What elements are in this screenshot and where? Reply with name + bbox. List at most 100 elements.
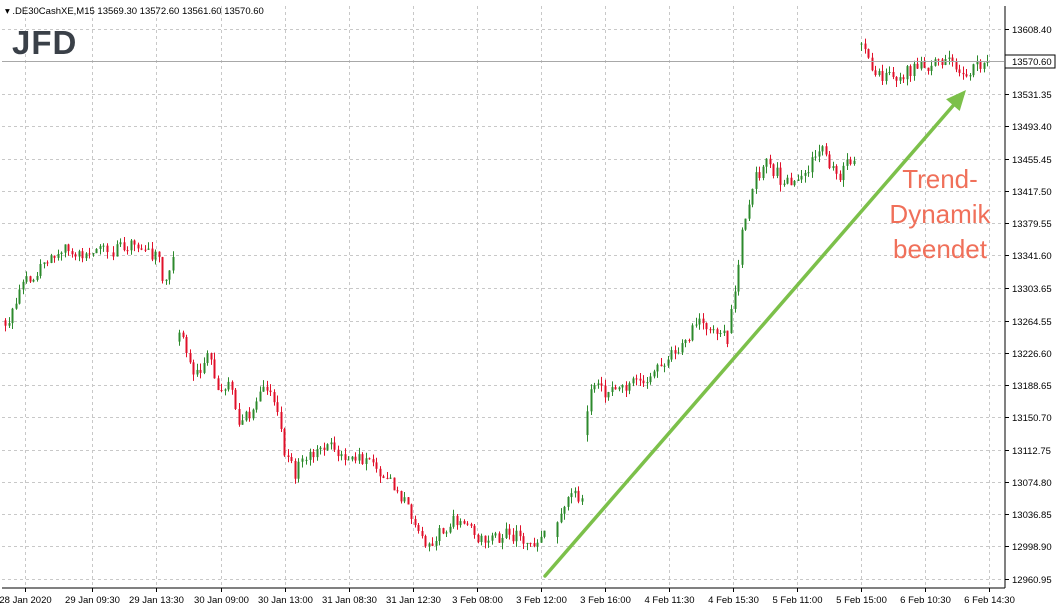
candle-body-up (241, 420, 244, 425)
x-tick-label: 3 Feb 12:00 (516, 595, 567, 606)
candle-body-up (316, 449, 319, 458)
candle-body-down (192, 362, 195, 375)
candle-body-up (618, 387, 621, 390)
candle-body-down (965, 74, 968, 77)
candle-body-down (874, 70, 877, 76)
candle-body-up (930, 65, 933, 71)
candle-body-up (459, 521, 462, 526)
candle-body-up (172, 256, 175, 271)
candle-body-up (811, 157, 814, 173)
y-tick-label: 13226.60 (1012, 349, 1052, 360)
candle-body-up (698, 318, 701, 325)
y-tick-label: 13417.50 (1012, 187, 1052, 198)
candle-body-down (927, 67, 930, 71)
candle-body-down (386, 477, 389, 479)
candle-body-down (407, 497, 410, 505)
current-price-line: 13570.60 (2, 54, 1056, 69)
candle-body-up (744, 218, 747, 230)
candle-body-up (64, 244, 67, 253)
candle-body-up (445, 532, 448, 534)
candle-body-up (748, 204, 751, 219)
x-tick-label: 31 Jan 08:30 (322, 595, 377, 606)
x-tick-label: 28 Jan 2020 (0, 595, 52, 606)
candle-body-up (147, 248, 150, 250)
candle-body-down (923, 61, 926, 68)
candle-body-down (368, 458, 371, 460)
candle-body-down (379, 468, 382, 477)
candle-body-down (937, 59, 940, 61)
candle-body-down (688, 339, 691, 341)
candle-body-up (8, 323, 11, 326)
candle-body-down (375, 462, 378, 469)
candle-body-up (480, 535, 483, 542)
candle-body-up (389, 477, 392, 479)
candle-body-down (660, 364, 663, 367)
y-tick-label: 12960.95 (1012, 575, 1052, 586)
candle-body-up (305, 459, 308, 461)
candle-body-up (730, 308, 733, 334)
candle-body-up (22, 281, 25, 290)
candle-body-up (590, 389, 593, 412)
candle-body-up (972, 64, 975, 76)
x-tick-label: 5 Feb 15:00 (836, 595, 887, 606)
candle-body-down (414, 518, 417, 526)
candle-body-down (895, 76, 898, 81)
candle-body-up (227, 381, 230, 390)
candle-body-down (199, 369, 202, 373)
candle-body-up (786, 177, 789, 184)
candle-body-up (818, 151, 821, 157)
candle-body-up (203, 362, 206, 373)
x-tick-label: 6 Feb 10:30 (900, 595, 951, 606)
candle-body-up (50, 255, 53, 263)
candle-body-up (649, 376, 652, 383)
candle-body-up (567, 497, 570, 507)
candle-body-up (628, 383, 631, 391)
candle-body-up (899, 77, 902, 81)
candle-body-down (508, 528, 511, 535)
candle-body-up (860, 43, 863, 45)
candle-body-up (646, 382, 649, 384)
x-tick-label: 3 Feb 08:00 (452, 595, 503, 606)
candle-body-up (340, 454, 343, 457)
y-tick-label: 13455.45 (1012, 155, 1052, 166)
candle-body-down (29, 276, 32, 282)
candle-body-down (772, 164, 775, 176)
candle-body-up (165, 279, 168, 281)
candle-body-up (206, 353, 209, 363)
candle-body-up (821, 146, 824, 152)
candle-body-up (95, 248, 98, 254)
candle-body-down (867, 49, 870, 58)
x-tick-label: 6 Feb 14:30 (964, 595, 1015, 606)
candle-body-down (182, 332, 185, 338)
candle-body-down (577, 490, 580, 502)
candle-body-up (11, 308, 14, 324)
candle-body-down (519, 530, 522, 537)
candle-body-down (133, 240, 136, 245)
candle-body-up (540, 536, 543, 543)
symbol-header[interactable]: ▾ .DE30CashXE,M15 13569.30 13572.60 1356… (5, 6, 264, 17)
candle-body-down (892, 71, 895, 77)
candle-body-up (878, 71, 881, 76)
y-tick-label: 13531.35 (1012, 90, 1052, 101)
candle-body-down (53, 255, 56, 258)
candle-body-up (487, 540, 490, 543)
candle-body-up (677, 352, 680, 354)
candle-body-up (913, 63, 916, 76)
candle-body-down (533, 543, 536, 547)
candle-body-up (581, 498, 584, 502)
candle-body-up (78, 251, 81, 257)
candle-body-down (442, 528, 445, 534)
candle-body-down (46, 262, 49, 264)
candle-body-down (871, 57, 874, 71)
current-price-label: 13570.60 (1012, 57, 1052, 68)
candle-body-up (563, 506, 566, 514)
candle-body-down (473, 525, 476, 535)
candle-body-down (674, 350, 677, 354)
candle-body-down (287, 455, 290, 458)
candle-body-down (400, 491, 403, 502)
candle-body-down (477, 534, 480, 542)
candle-body-up (43, 262, 46, 265)
candle-body-down (962, 72, 965, 75)
candle-body-down (484, 535, 487, 543)
